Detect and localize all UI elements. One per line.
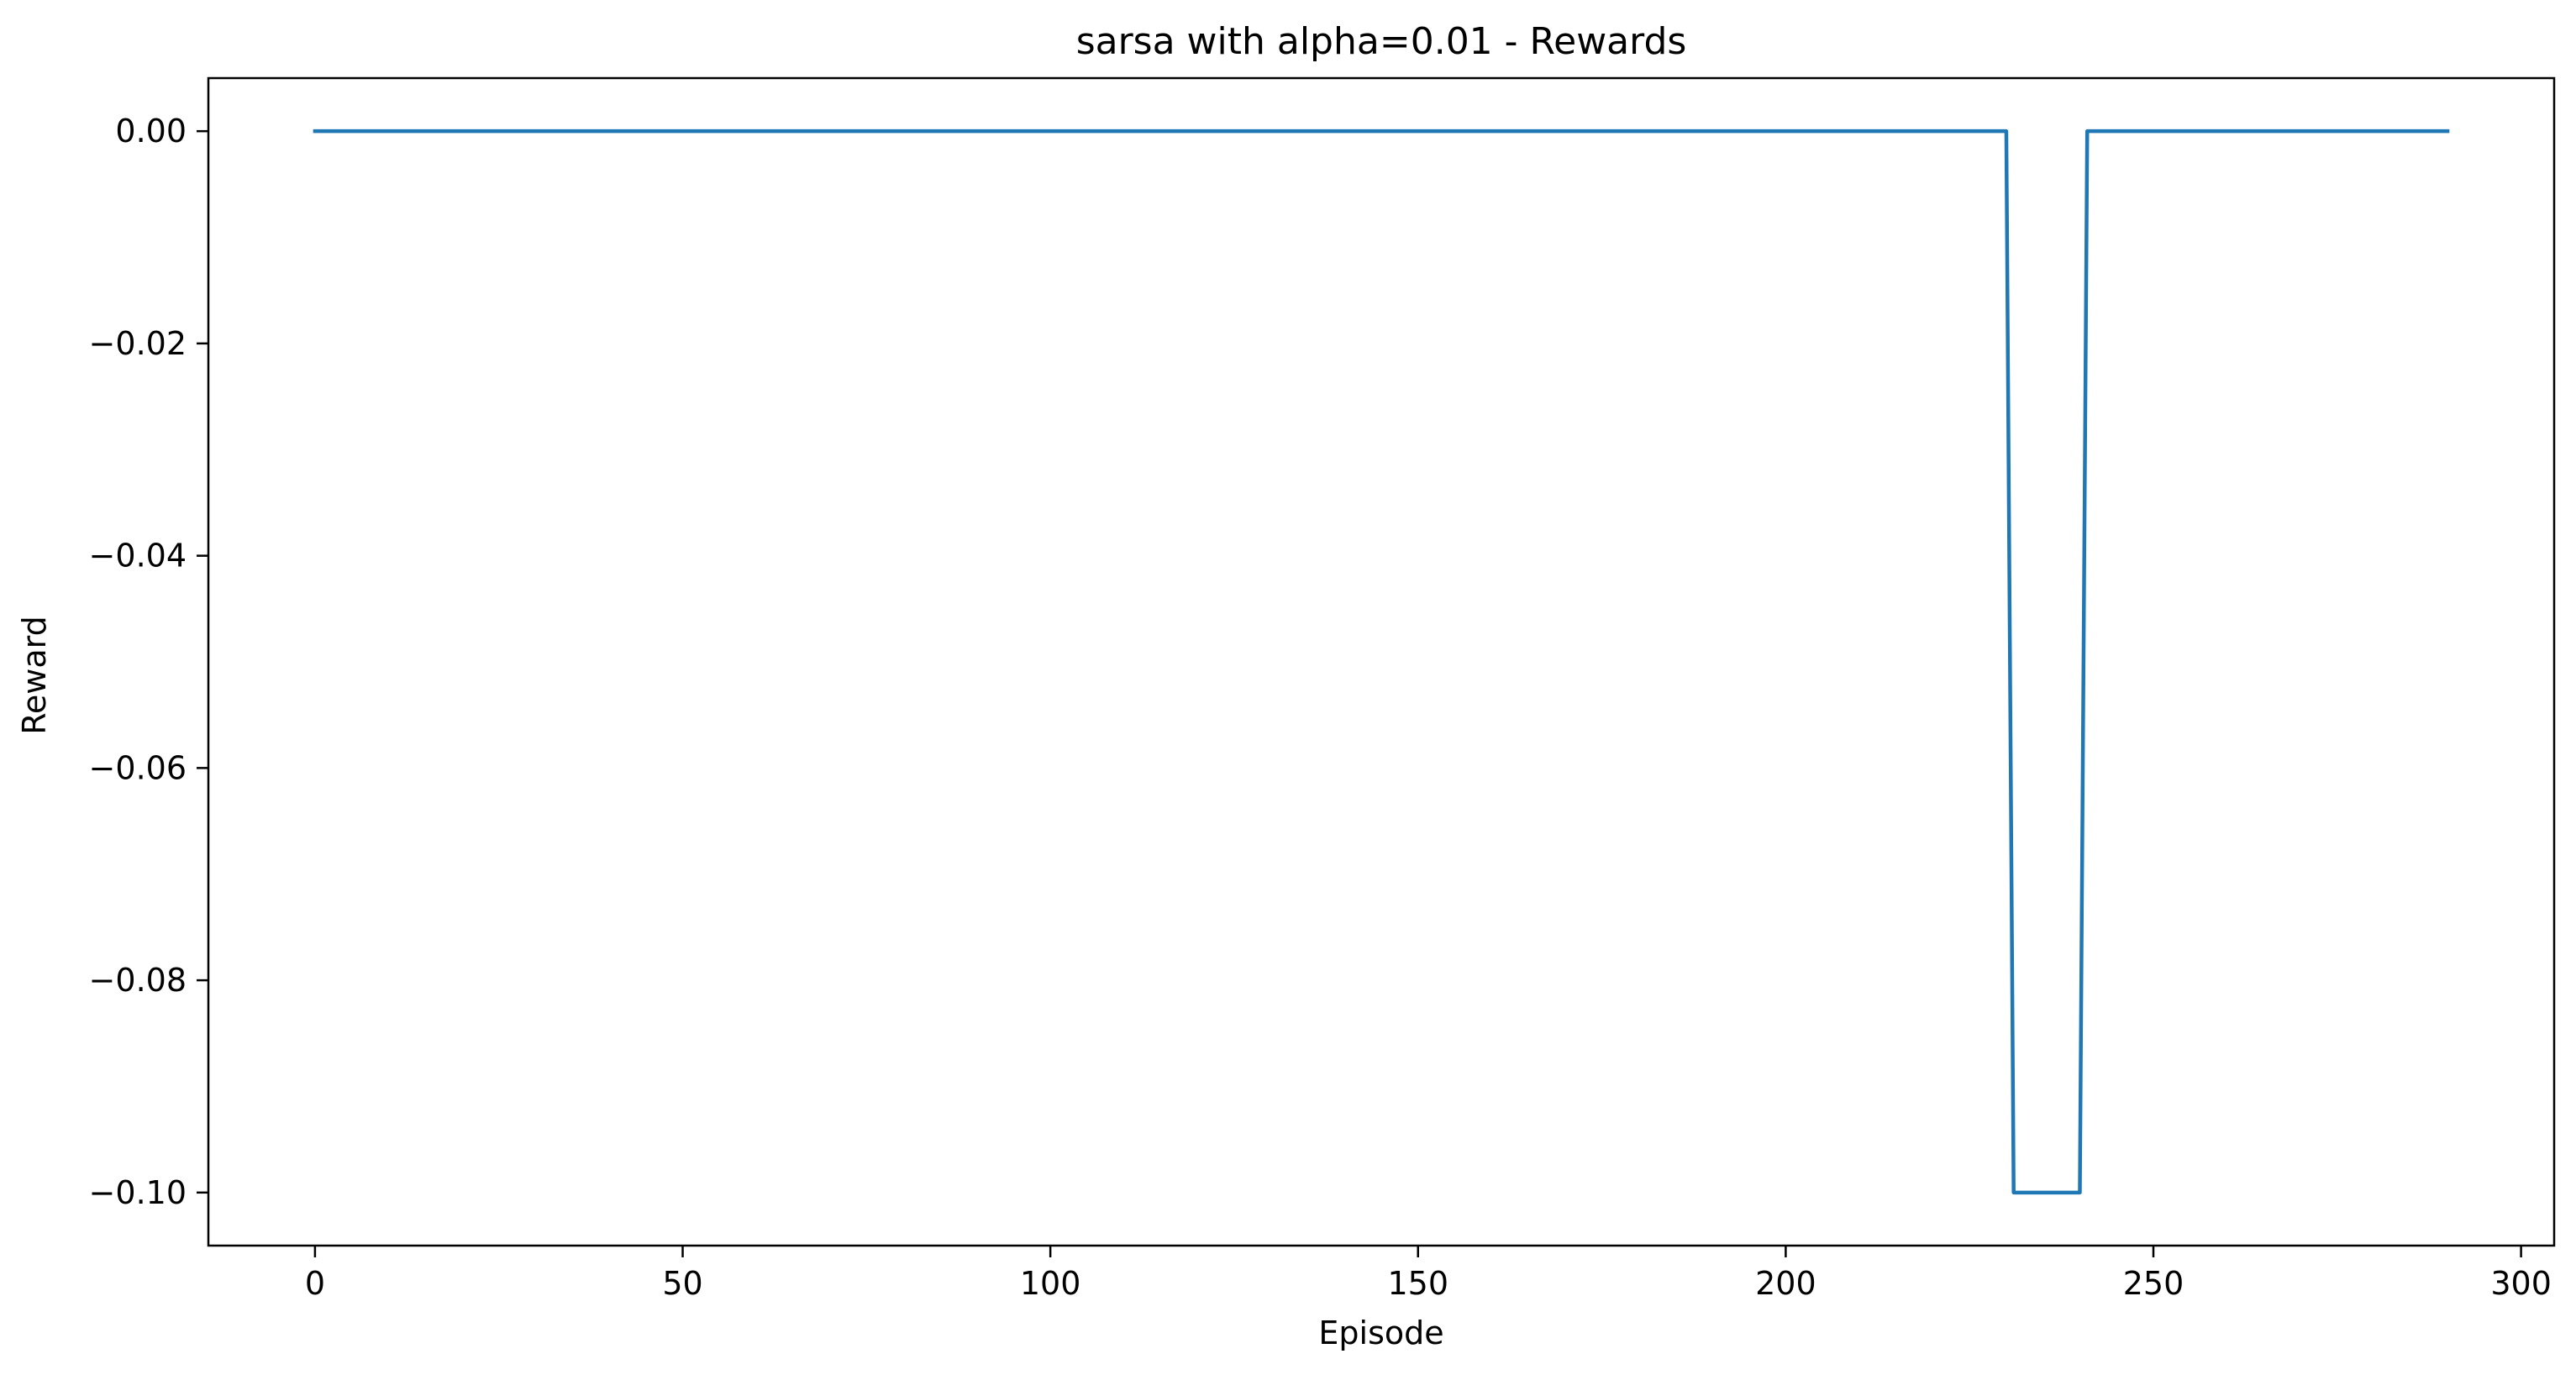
x-tick-label: 100 xyxy=(1020,1265,1081,1302)
x-tick-label: 250 xyxy=(2123,1265,2184,1302)
x-tick-label: 0 xyxy=(305,1265,325,1302)
plot-area xyxy=(313,129,2450,1195)
y-tick-label: 0.00 xyxy=(115,113,187,150)
y-tick-label: −0.02 xyxy=(89,325,187,362)
x-tick-label: 200 xyxy=(1755,1265,1816,1302)
x-axis-label: Episode xyxy=(1318,1314,1443,1351)
y-axis-label: Reward xyxy=(16,616,53,735)
y-tick-label: −0.06 xyxy=(89,749,187,786)
y-tick-label: −0.08 xyxy=(89,962,187,999)
y-tick-label: −0.10 xyxy=(89,1174,187,1211)
axes-frame xyxy=(207,76,2556,1247)
tick-layer: 0 50 100 150 200 250 300 0.00 −0.02 −0.04 −0.06 −0.… xyxy=(89,113,2552,1302)
x-tick-label: 50 xyxy=(662,1265,702,1302)
x-tick-label: 300 xyxy=(2490,1265,2552,1302)
y-tick-label: −0.04 xyxy=(89,538,187,575)
series-line-0 xyxy=(313,129,2450,1195)
x-tick-label: 150 xyxy=(1387,1265,1448,1302)
chart-title: sarsa with alpha=0.01 - Rewards xyxy=(1076,20,1687,63)
